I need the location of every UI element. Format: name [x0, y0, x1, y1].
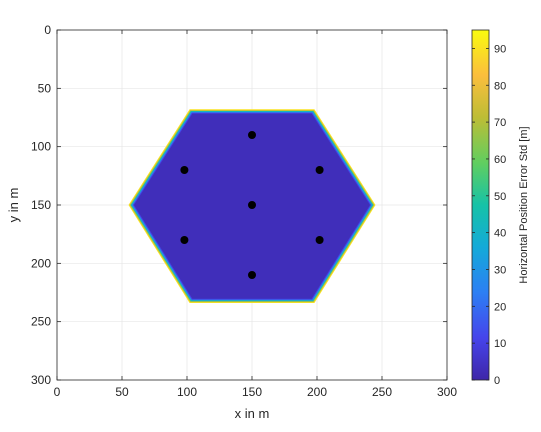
y-tick-label: 250: [31, 315, 51, 329]
colorbar-ticks: 0 10 20 30 40 50 60 70 80 90: [472, 43, 506, 387]
colorbar-tick-label: 40: [494, 228, 506, 240]
colorbar-tick-label: 80: [494, 80, 506, 92]
y-axis-label: y in m: [6, 188, 21, 223]
anchor-point: [248, 271, 256, 279]
y-tick-label: 100: [31, 140, 51, 154]
x-axis-ticks: 0 50 100 150 200 250 300: [54, 30, 457, 399]
colorbar-tick-label: 0: [494, 375, 500, 387]
y-tick-label: 50: [38, 81, 52, 95]
colorbar-tick-label: 90: [494, 43, 506, 55]
x-tick-label: 50: [115, 385, 129, 399]
y-tick-label: 300: [31, 373, 51, 387]
anchor-point: [315, 236, 324, 244]
colorbar-tick-label: 30: [494, 264, 506, 276]
anchor-point: [248, 201, 256, 209]
colorbar-tick-label: 10: [494, 338, 506, 350]
x-tick-label: 300: [437, 385, 457, 399]
y-tick-label: 0: [44, 23, 51, 37]
colorbar-tick-label: 60: [494, 154, 506, 166]
colorbar-tick-label: 20: [494, 301, 506, 313]
y-tick-label: 200: [31, 256, 51, 270]
anchor-point: [315, 166, 324, 174]
x-tick-label: 200: [307, 385, 327, 399]
anchor-point: [180, 236, 189, 244]
y-tick-label: 150: [31, 198, 51, 212]
x-tick-label: 150: [242, 385, 262, 399]
anchor-point: [248, 131, 256, 139]
colorbar-label: Horizontal Position Error Std [m]: [518, 126, 530, 283]
anchor-point: [180, 166, 189, 174]
x-tick-label: 100: [177, 385, 197, 399]
x-tick-label: 0: [54, 385, 61, 399]
colorbar-tick-label: 70: [494, 117, 506, 129]
anchor-points: [180, 131, 324, 279]
y-axis-ticks: 0 50 100 150 200 250 300: [31, 23, 447, 387]
colorbar: [471, 29, 490, 381]
colorbar-tick-label: 50: [494, 191, 506, 203]
x-tick-label: 250: [372, 385, 392, 399]
x-axis-label: x in m: [235, 406, 270, 421]
